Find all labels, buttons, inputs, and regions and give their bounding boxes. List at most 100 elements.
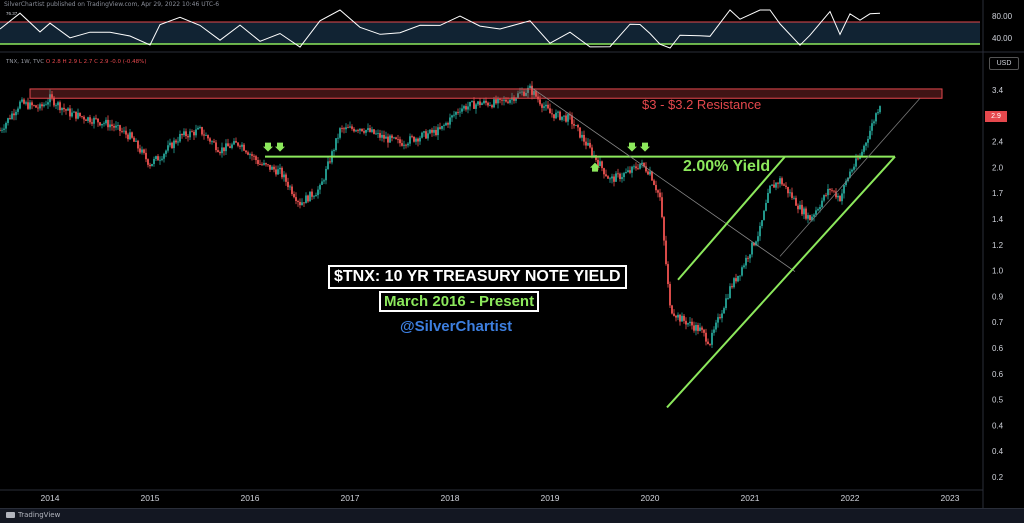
downtrend-line (529, 86, 796, 272)
candle-body (63, 107, 65, 110)
yield-label: 2.00% Yield (683, 158, 771, 175)
candle-body (305, 195, 307, 204)
candle-body (585, 141, 587, 146)
candle-body (773, 184, 775, 188)
candle-body (93, 117, 95, 124)
candle-body (211, 141, 213, 143)
candle-body (319, 184, 321, 190)
candle-body (699, 327, 701, 331)
candle-body (143, 149, 145, 153)
candle-body (365, 130, 367, 133)
candle-body (583, 134, 585, 142)
candle-body (135, 140, 137, 142)
candle-body (275, 169, 277, 175)
candle-body (485, 100, 487, 103)
candle-body (651, 171, 653, 181)
candle-body (545, 104, 547, 107)
candle-body (293, 194, 295, 198)
candle-body (857, 158, 859, 160)
candle-body (769, 185, 771, 193)
x-tick-label: 2018 (441, 493, 460, 503)
candle-body (69, 108, 71, 117)
candle-body (343, 128, 345, 130)
candle-body (455, 112, 457, 115)
candle-body (721, 313, 723, 319)
currency-button[interactable]: USD (989, 57, 1019, 70)
candle-body (835, 191, 837, 198)
candle-body (695, 325, 697, 331)
candle-body (483, 100, 485, 104)
candle-body (419, 137, 421, 142)
candle-body (515, 97, 517, 101)
candle-body (43, 104, 45, 107)
candle-body (693, 325, 695, 331)
candle-body (283, 174, 285, 178)
candle-body (451, 115, 453, 118)
candle-body (749, 254, 751, 259)
candle-body (111, 124, 113, 127)
candle-body (189, 131, 191, 138)
candle-body (341, 128, 343, 129)
candle-body (591, 147, 593, 156)
candle-body (149, 164, 151, 167)
tradingview-logo[interactable]: TradingView (6, 511, 60, 519)
candle-body (409, 136, 411, 144)
candle-body (177, 141, 179, 143)
channel-lower-line (666, 155, 896, 409)
x-tick-label: 2019 (541, 493, 560, 503)
chart-canvas[interactable]: 80.00 40.00 0.2 0.4 0.4 0.5 0.6 0.6 0.7 0.9 1.0 1.2… (0, 0, 1024, 508)
candle-body (133, 137, 135, 142)
candle-body (87, 117, 89, 121)
candle-body (73, 111, 75, 113)
candle-body (669, 284, 671, 306)
candle-body (267, 164, 269, 166)
candle-body (239, 145, 241, 147)
candle-body (735, 278, 737, 282)
candle-body (231, 144, 233, 148)
candle-body (877, 112, 879, 114)
candle-body (157, 156, 159, 161)
candle-body (853, 166, 855, 170)
candle-body (203, 134, 205, 136)
candle-body (801, 204, 803, 215)
candle-body (855, 158, 857, 167)
candle-body (577, 125, 579, 128)
candle-body (601, 161, 603, 169)
candle-body (487, 102, 489, 106)
candle-body (417, 138, 419, 142)
candle-body (287, 181, 289, 188)
candle-body (391, 135, 393, 138)
candle-body (607, 176, 609, 179)
candle-body (599, 161, 601, 167)
candle-body (631, 166, 633, 173)
candle-body (213, 141, 215, 143)
candle-body (309, 191, 311, 202)
candle-body (197, 127, 199, 130)
candle-body (733, 278, 735, 288)
candle-body (217, 150, 219, 153)
candle-body (303, 202, 305, 204)
candle-body (673, 313, 675, 316)
candle-body (59, 102, 61, 111)
candle-body (565, 115, 567, 122)
candle-body (285, 174, 287, 182)
candle-body (563, 115, 565, 117)
candle-body (413, 136, 415, 142)
candle-body (1, 129, 3, 131)
candle-body (65, 109, 67, 111)
candle-body (141, 149, 143, 153)
candle-body (33, 105, 35, 107)
candle-body (609, 178, 611, 180)
x-tick-label: 2014 (41, 493, 60, 503)
candle-body (313, 196, 315, 198)
candle-body (23, 99, 25, 104)
candle-body (555, 112, 557, 119)
candle-body (153, 158, 155, 164)
candle-body (389, 135, 391, 143)
candle-body (91, 122, 93, 124)
candle-body (337, 137, 339, 139)
y-tick-label: 1.0 (992, 267, 1004, 276)
candle-body (181, 133, 183, 136)
candle-body (829, 188, 831, 190)
candle-body (201, 127, 203, 135)
